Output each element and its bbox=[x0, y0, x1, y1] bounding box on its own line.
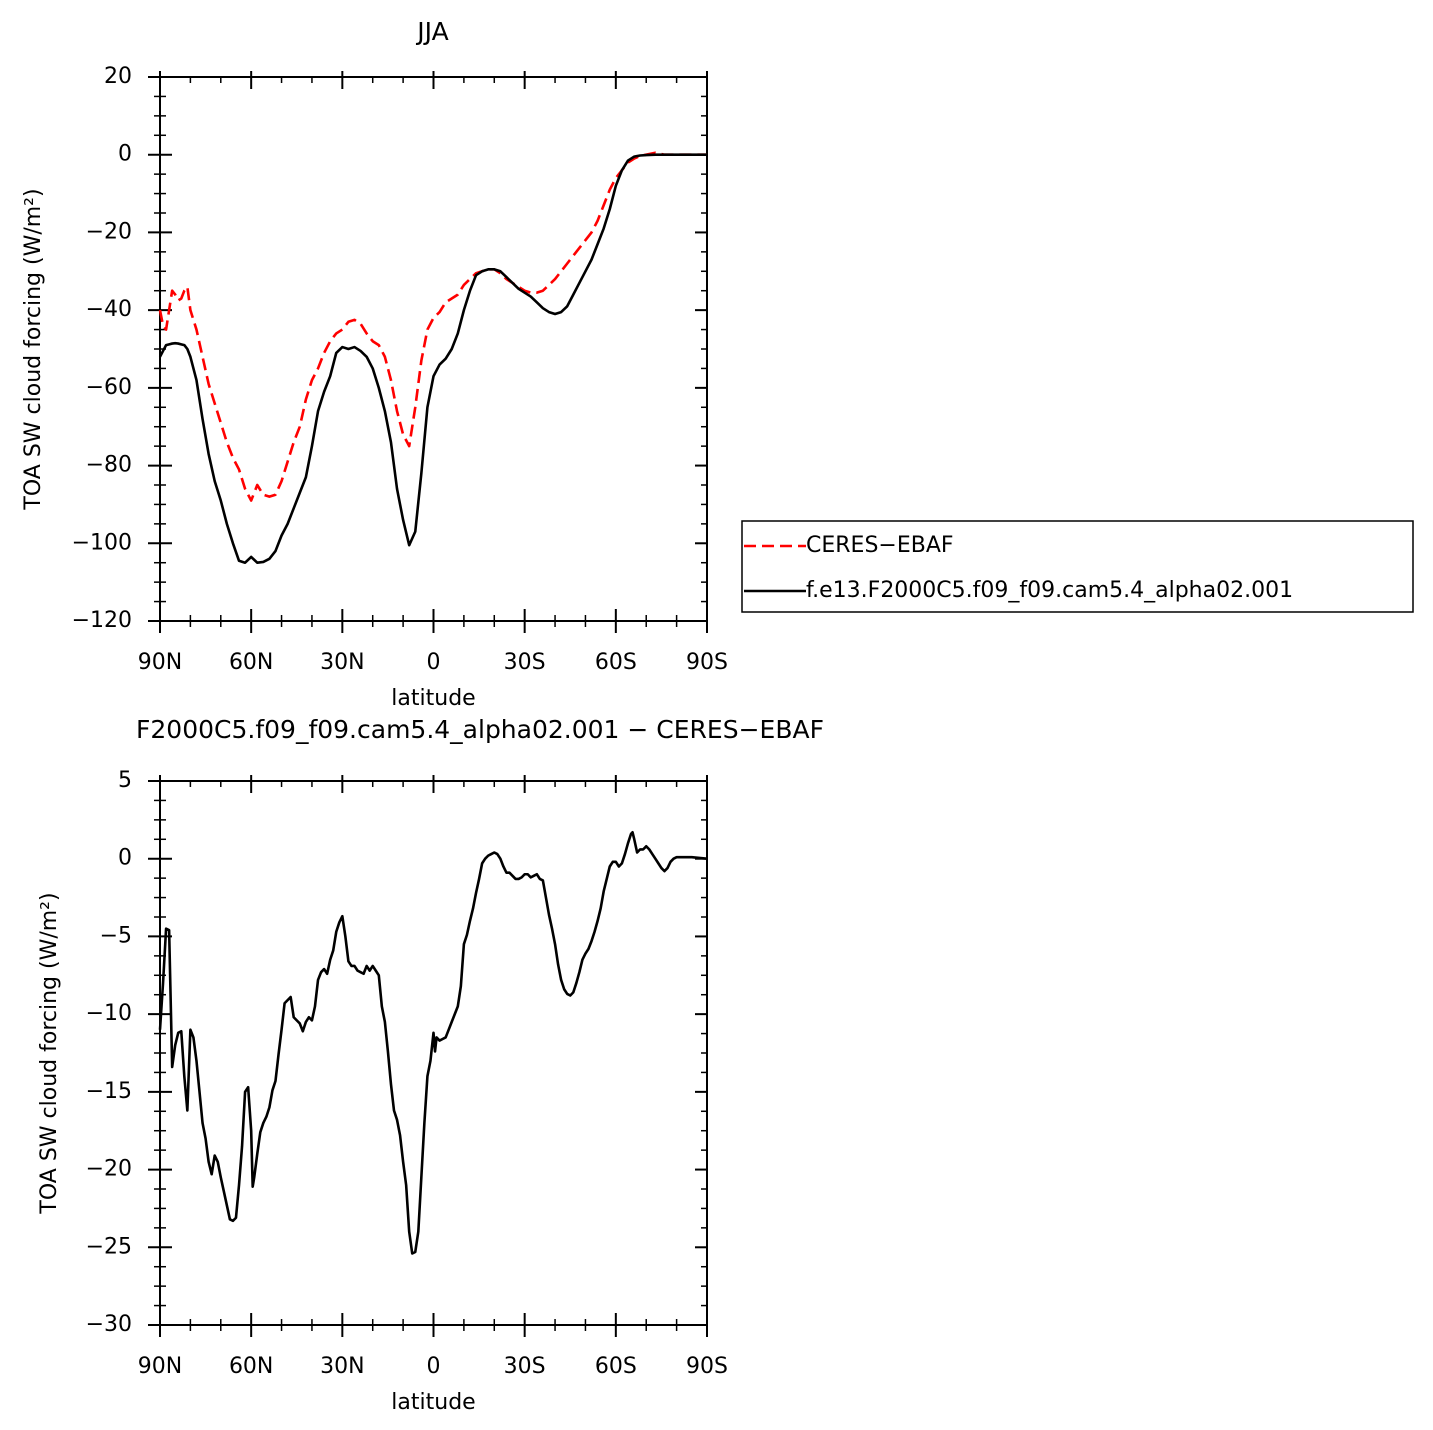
data-line bbox=[158, 153, 707, 565]
y-tick-label: −30 bbox=[86, 1312, 132, 1337]
plot-frame bbox=[159, 76, 708, 622]
y-tick-label: −20 bbox=[86, 1157, 132, 1182]
x-tick-label: 30S bbox=[504, 1354, 546, 1379]
y-tick-label: −100 bbox=[72, 530, 132, 555]
x-tick-label: 90N bbox=[138, 650, 182, 675]
x-tick-label: 90N bbox=[138, 1354, 182, 1379]
x-tick-label: 30N bbox=[320, 650, 364, 675]
y-axis-label: TOA SW cloud forcing (W/m²) bbox=[37, 892, 62, 1214]
legend-label: f.e13.F2000C5.f09_f09.cam5.4_alpha02.001 bbox=[806, 578, 1293, 603]
x-tick-label: 0 bbox=[427, 1354, 441, 1379]
x-tick-label: 30N bbox=[320, 1354, 364, 1379]
chart-title: F2000C5.f09_f09.cam5.4_alpha02.001 − CER… bbox=[136, 715, 824, 744]
y-tick-label: 20 bbox=[104, 64, 132, 89]
y-tick-label: 5 bbox=[118, 768, 132, 793]
plot-frame bbox=[159, 780, 708, 1326]
y-tick-label: −60 bbox=[86, 375, 132, 400]
chart-title: JJA bbox=[415, 17, 448, 46]
x-tick-label: 90S bbox=[686, 650, 728, 675]
y-tick-label: −120 bbox=[72, 608, 132, 633]
y-tick-label: −5 bbox=[100, 923, 132, 948]
x-axis-label: latitude bbox=[391, 686, 475, 711]
x-tick-label: 30S bbox=[504, 650, 546, 675]
y-tick-label: 0 bbox=[118, 846, 132, 871]
x-tick-label: 0 bbox=[427, 650, 441, 675]
y-tick-label: −80 bbox=[86, 453, 132, 478]
y-tick-label: −20 bbox=[86, 219, 132, 244]
y-tick-label: −10 bbox=[86, 1001, 132, 1026]
data-line bbox=[158, 151, 707, 502]
x-tick-label: 60S bbox=[595, 1354, 637, 1379]
data-line bbox=[158, 830, 708, 1255]
x-axis-label: latitude bbox=[391, 1390, 475, 1415]
y-tick-label: 0 bbox=[118, 142, 132, 167]
legend-box bbox=[741, 520, 1414, 613]
y-tick-label: −25 bbox=[86, 1234, 132, 1259]
y-axis-label: TOA SW cloud forcing (W/m²) bbox=[21, 188, 46, 510]
y-tick-label: −15 bbox=[86, 1079, 132, 1104]
x-tick-label: 60S bbox=[595, 650, 637, 675]
x-tick-label: 60N bbox=[229, 650, 273, 675]
y-tick-label: −40 bbox=[86, 297, 132, 322]
x-tick-label: 90S bbox=[686, 1354, 728, 1379]
legend-label: CERES−EBAF bbox=[806, 533, 954, 558]
x-tick-label: 60N bbox=[229, 1354, 273, 1379]
